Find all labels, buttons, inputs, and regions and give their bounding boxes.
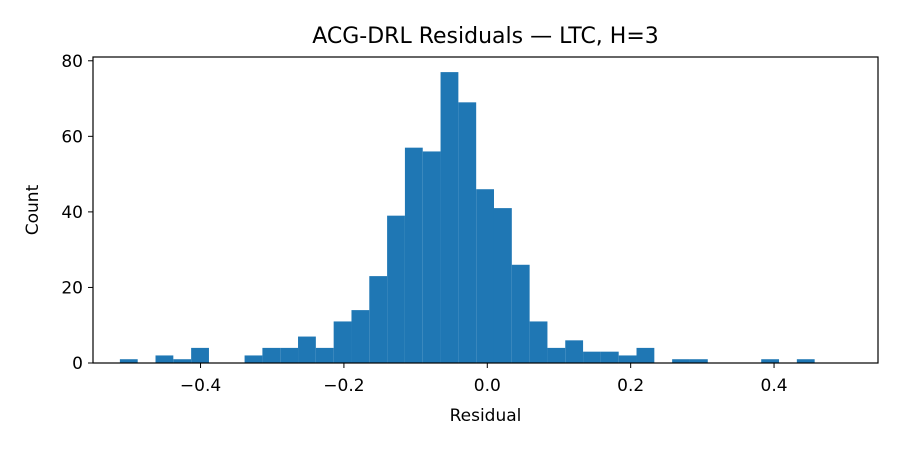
x-tick-label: 0.4	[761, 376, 788, 396]
y-axis-label: Count	[23, 184, 43, 235]
x-tick-label: −0.4	[180, 376, 221, 396]
x-tick-label: 0.2	[617, 376, 644, 396]
histogram-bar	[351, 310, 370, 363]
x-axis-ticks: −0.4 −0.2 0.0 0.2 0.4	[180, 363, 788, 396]
histogram-bar	[298, 336, 316, 363]
histogram-bar	[565, 340, 584, 363]
y-tick-label: 20	[61, 278, 83, 298]
histogram-bar	[476, 189, 494, 363]
x-tick-label: 0.0	[474, 376, 501, 396]
x-tick-label: −0.2	[323, 376, 364, 396]
histogram-bar	[547, 347, 566, 363]
histogram-bar	[493, 208, 512, 363]
y-tick-label: 0	[72, 354, 83, 374]
histogram-bar	[315, 347, 334, 363]
histogram-bar	[404, 147, 423, 363]
histogram-bar	[387, 215, 405, 363]
histogram-bar	[796, 359, 815, 363]
histogram-bar	[333, 321, 352, 363]
y-tick-label: 60	[61, 127, 83, 147]
histogram-bar	[119, 359, 138, 363]
histogram-bar	[689, 359, 708, 363]
bars-group	[119, 72, 815, 363]
chart-title: ACG-DRL Residuals — LTC, H=3	[312, 24, 659, 49]
histogram-bar	[458, 102, 477, 363]
histogram-bar	[761, 359, 780, 363]
histogram-bar	[529, 321, 548, 363]
y-axis-ticks: 0 20 40 60 80	[61, 52, 93, 374]
histogram-bar	[636, 347, 655, 363]
histogram-bar	[583, 351, 601, 363]
histogram-bar	[369, 276, 388, 363]
histogram-bar	[672, 359, 690, 363]
histogram-bar	[173, 359, 192, 363]
plot-frame	[92, 56, 879, 364]
x-axis-label: Residual	[450, 406, 522, 426]
histogram-bar	[440, 72, 459, 363]
histogram-bar	[244, 355, 263, 363]
y-tick-label: 40	[61, 203, 83, 223]
histogram-bar	[511, 264, 530, 363]
histogram-bar	[191, 347, 209, 363]
histogram-bar	[618, 355, 637, 363]
y-tick-label: 80	[61, 52, 83, 72]
histogram-bar	[422, 151, 441, 363]
histogram-bar	[280, 347, 299, 363]
histogram-bar	[262, 347, 281, 363]
histogram-bar	[155, 355, 174, 363]
histogram-bar	[600, 351, 619, 363]
